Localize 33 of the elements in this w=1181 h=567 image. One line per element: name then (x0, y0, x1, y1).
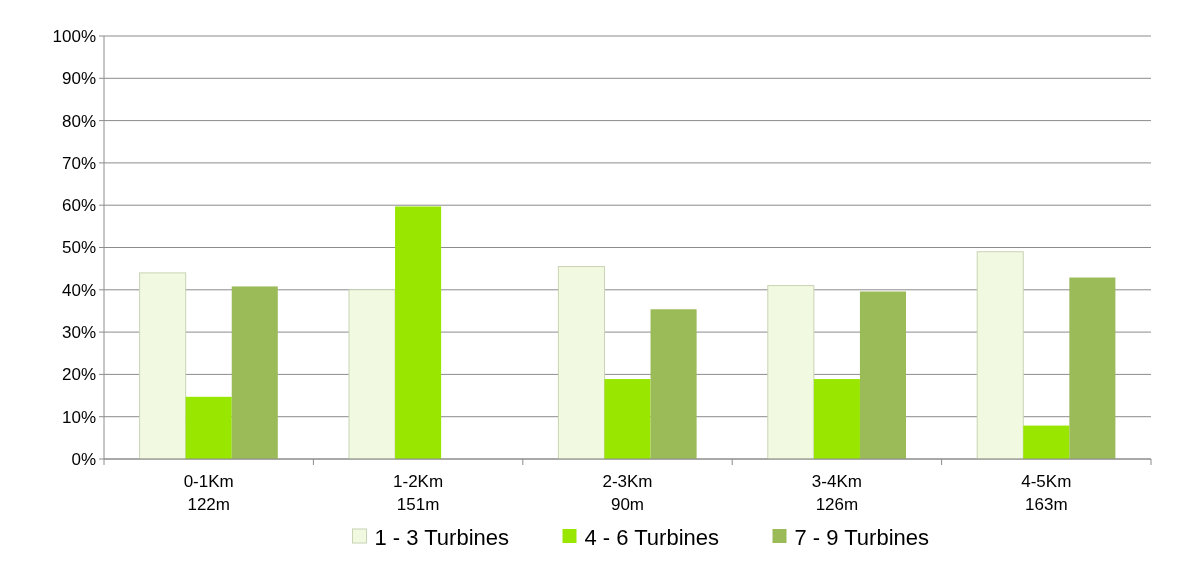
x-tick-label: 2-3Km 90m (602, 472, 653, 514)
bar (348, 289, 396, 460)
y-tick-label: 70% (61, 153, 96, 173)
bar (813, 379, 860, 459)
bar (185, 396, 232, 459)
bar (604, 379, 651, 459)
x-tick-label: 4-5Km 163m (1021, 472, 1072, 514)
bar (1069, 277, 1116, 459)
legend-label: 7 - 9 Turbines (794, 524, 930, 550)
y-tick-label: 50% (61, 238, 96, 258)
y-tick-label: 80% (61, 111, 96, 131)
bar (859, 291, 906, 459)
legend-label: 1 - 3 Turbines (374, 524, 510, 550)
bar (767, 285, 815, 460)
y-tick-label: 0% (71, 449, 96, 469)
x-tick-label: 1-2Km 151m (393, 472, 444, 514)
x-tick-label: 0-1Km 122m (183, 472, 234, 514)
bar (650, 309, 697, 459)
bar (976, 251, 1024, 460)
bar (231, 286, 278, 459)
y-tick-label: 20% (61, 365, 96, 385)
x-tick-label: 3-4Km 126m (811, 472, 862, 514)
bar (139, 272, 187, 460)
bar (557, 266, 605, 460)
y-tick-label: 100% (52, 26, 96, 46)
legend-label: 4 - 6 Turbines (584, 524, 720, 550)
y-tick-label: 90% (61, 69, 96, 89)
y-tick-label: 60% (61, 196, 96, 216)
y-tick-label: 30% (61, 323, 96, 343)
bar (1023, 425, 1070, 459)
bar (395, 206, 442, 459)
y-tick-label: 10% (61, 407, 96, 427)
y-tick-label: 40% (61, 280, 96, 300)
